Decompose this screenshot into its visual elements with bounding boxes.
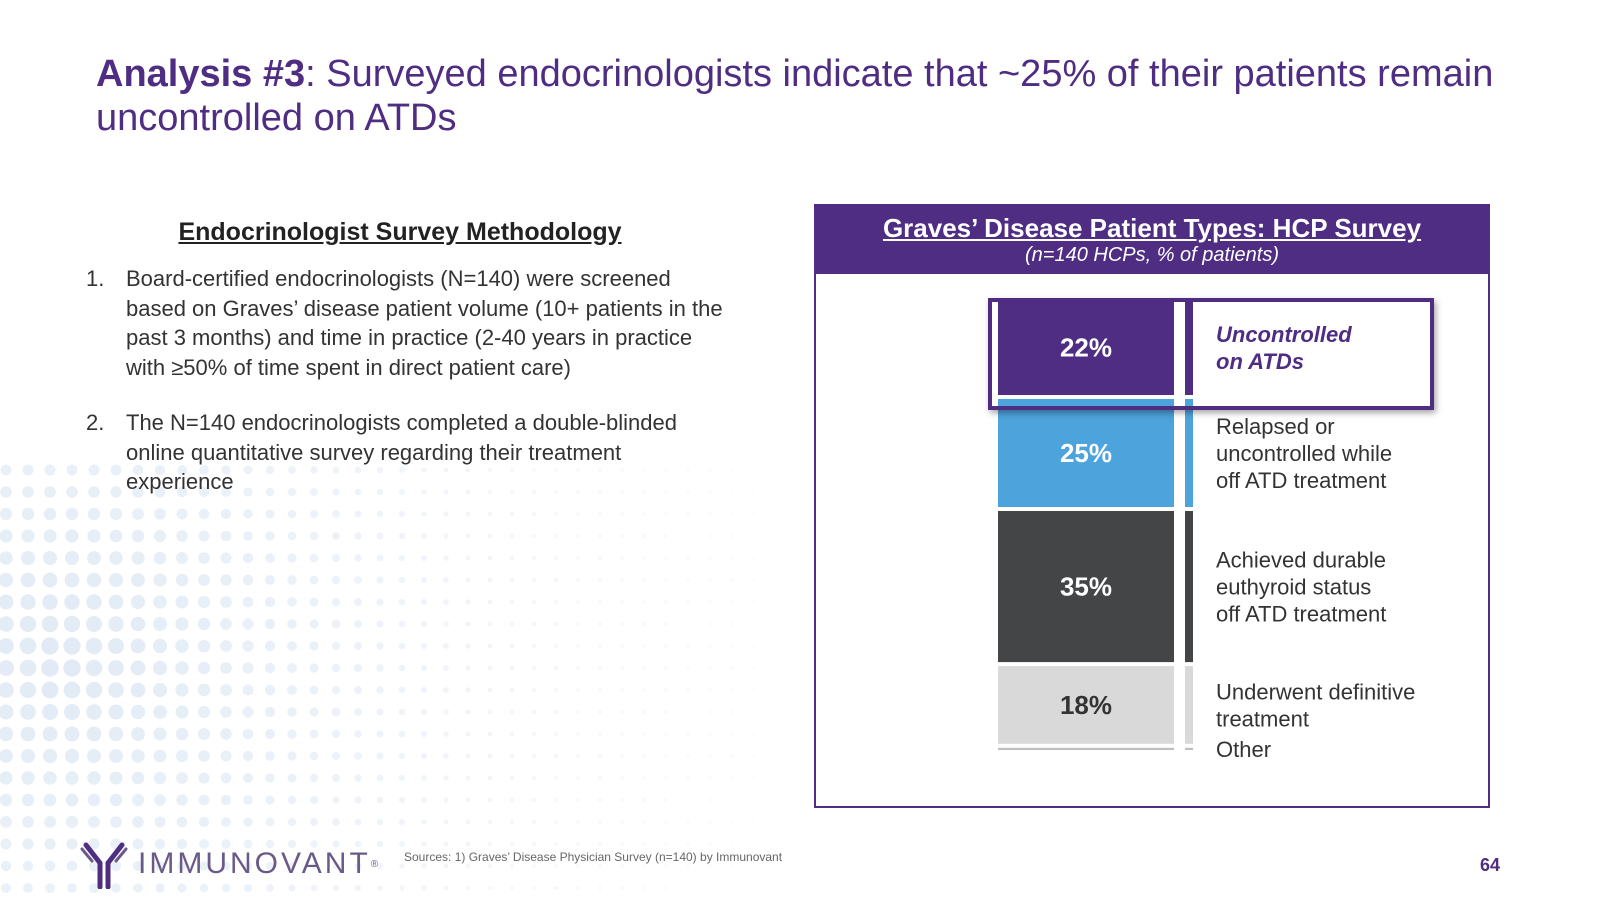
segment-color-strip bbox=[1185, 666, 1193, 744]
chart-title: Graves’ Disease Patient Types: HCP Surve… bbox=[882, 213, 1422, 243]
segment-category-label: Achieved durable bbox=[1216, 548, 1386, 573]
segment-category-label: Underwent definitive bbox=[1216, 680, 1415, 705]
methodology-item-text: Board-certified endocrinologists (N=140)… bbox=[126, 266, 723, 380]
antibody-logo-icon bbox=[80, 842, 128, 889]
segment-data-label: 35% bbox=[1060, 572, 1112, 602]
segment-category-label: Uncontrolled bbox=[1216, 322, 1352, 347]
segment-category-label: treatment bbox=[1216, 707, 1309, 732]
segment-data-label: 22% bbox=[1060, 333, 1112, 363]
methodology-item-text: The N=140 endocrinologists completed a d… bbox=[126, 410, 677, 494]
bar-segment bbox=[998, 747, 1174, 750]
methodology-item-number: 2. bbox=[86, 410, 105, 435]
segment-data-label: 18% bbox=[1060, 690, 1112, 720]
logo-registered-mark: ® bbox=[370, 858, 379, 870]
footer-source: Sources: 1) Graves’ Disease Physician Su… bbox=[404, 850, 783, 864]
segment-category-label: on ATDs bbox=[1216, 349, 1304, 374]
bar-segment bbox=[998, 300, 1174, 395]
segment-category-label: off ATD treatment bbox=[1216, 602, 1386, 627]
methodology-item-number: 1. bbox=[86, 266, 105, 291]
segment-category-label: off ATD treatment bbox=[1216, 468, 1386, 493]
slide-title-rest: : Surveyed endocrinologists indicate tha… bbox=[96, 53, 1494, 139]
slide-title: Analysis #3: Surveyed endocrinologists i… bbox=[96, 52, 1536, 140]
methodology-list: 1. Board-certified endocrinologists (N=1… bbox=[86, 264, 726, 523]
immunovant-logo: IMMUNOVANT ® bbox=[80, 838, 378, 890]
segment-color-strip bbox=[1185, 300, 1193, 395]
logo-text: IMMUNOVANT bbox=[138, 847, 371, 880]
segment-category-label: euthyroid status bbox=[1216, 575, 1371, 600]
segment-category-label: Relapsed or bbox=[1216, 414, 1335, 439]
chart-header: Graves’ Disease Patient Types: HCP Surve… bbox=[816, 206, 1488, 274]
page-number: 64 bbox=[1480, 855, 1501, 875]
chart-subtitle: (n=140 HCPs, % of patients) bbox=[1024, 244, 1279, 266]
segment-color-strip bbox=[1185, 747, 1193, 750]
chart-panel: Graves’ Disease Patient Types: HCP Surve… bbox=[814, 204, 1490, 808]
bar-segment bbox=[998, 511, 1174, 663]
bar-segment bbox=[998, 666, 1174, 744]
segment-data-label: 25% bbox=[1060, 438, 1112, 468]
highlight-box-uncontrolled bbox=[988, 298, 1434, 410]
segment-category-label: Other bbox=[1216, 737, 1271, 762]
bar-segment bbox=[998, 399, 1174, 507]
methodology-item: 1. Board-certified endocrinologists (N=1… bbox=[86, 264, 726, 382]
methodology-item: 2. The N=140 endocrinologists completed … bbox=[86, 408, 726, 497]
segment-color-strip bbox=[1185, 399, 1193, 507]
segment-color-strip bbox=[1185, 511, 1193, 663]
methodology-heading: Endocrinologist Survey Methodology bbox=[178, 218, 622, 246]
slide-title-bold: Analysis #3 bbox=[96, 53, 306, 95]
segment-category-label: uncontrolled while bbox=[1216, 441, 1392, 466]
